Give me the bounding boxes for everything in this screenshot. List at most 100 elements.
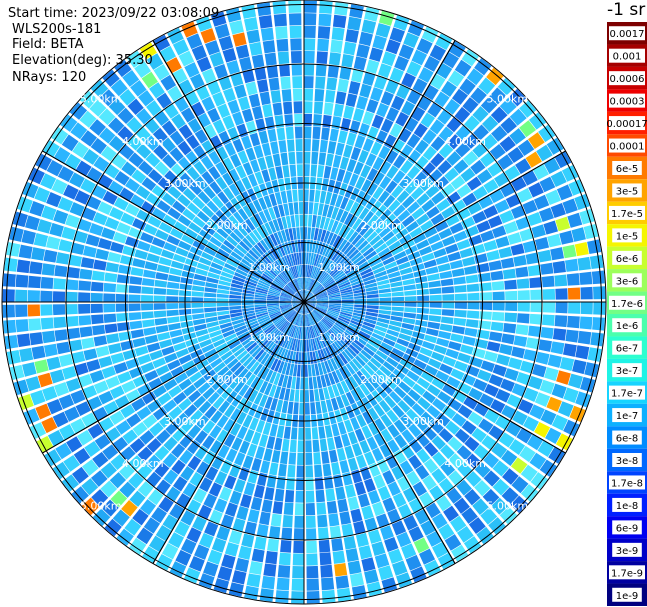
ppi-gate	[238, 467, 250, 481]
ppi-gate	[234, 84, 247, 99]
ppi-gate	[260, 367, 270, 380]
ppi-gate	[66, 266, 80, 279]
ppi-gate	[202, 435, 215, 450]
range-ring-label: 4.00km	[444, 457, 486, 470]
ppi-gate	[175, 348, 190, 359]
ppi-gate	[108, 135, 125, 152]
ppi-gate	[281, 400, 289, 414]
ppi-gate	[143, 223, 158, 236]
ppi-gate	[52, 291, 66, 302]
ppi-gate	[372, 266, 386, 275]
ppi-gate	[420, 220, 434, 232]
ppi-gate	[314, 388, 320, 402]
ppi-gate	[51, 178, 68, 195]
ppi-gate	[551, 414, 568, 431]
ppi-gate	[252, 229, 263, 241]
ppi-gate	[256, 241, 267, 254]
ppi-gate	[34, 359, 49, 374]
ppi-gate	[262, 339, 273, 351]
ppi-gate	[30, 390, 46, 406]
ppi-gate	[550, 203, 566, 218]
ppi-gate	[279, 273, 288, 284]
ppi-gate	[365, 286, 378, 292]
ppi-gate	[383, 134, 397, 149]
ppi-gate	[328, 330, 338, 341]
ppi-gate	[253, 263, 265, 273]
ppi-gate	[247, 509, 260, 523]
ppi-gate	[492, 302, 505, 311]
ppi-gate	[93, 259, 107, 271]
ppi-gate	[215, 342, 228, 353]
ppi-gate	[547, 233, 562, 248]
ppi-gate	[341, 333, 353, 344]
ppi-gate	[263, 195, 272, 209]
ppi-gate	[464, 225, 480, 238]
ppi-gate	[252, 199, 263, 213]
ppi-gate	[538, 339, 552, 352]
ppi-gate	[305, 303, 314, 310]
ppi-gate	[348, 375, 359, 389]
ppi-gate	[191, 308, 204, 314]
ppi-gate	[301, 277, 304, 290]
ppi-gate	[510, 205, 526, 219]
ppi-gate	[268, 290, 280, 296]
ppi-gate	[355, 221, 367, 234]
ppi-gate	[391, 306, 404, 312]
range-ring-label: 4.00km	[444, 135, 486, 148]
ppi-gate	[297, 440, 304, 453]
ppi-gate	[315, 76, 326, 90]
ppi-gate	[315, 290, 327, 297]
ppi-gate	[235, 328, 248, 337]
ppi-gate	[358, 149, 369, 164]
ppi-gate	[288, 13, 302, 26]
ppi-gate	[331, 27, 345, 41]
ppi-gate	[256, 312, 269, 318]
ppi-gate	[179, 449, 194, 465]
ppi-gate	[327, 64, 340, 78]
ppi-gate	[411, 207, 425, 220]
ppi-gate	[362, 275, 376, 282]
ppi-gate	[515, 266, 529, 278]
ppi-gate	[418, 245, 433, 256]
ppi-gate	[370, 357, 382, 369]
ppi-gate	[464, 327, 478, 337]
ppi-gate	[416, 353, 430, 364]
ppi-gate	[287, 311, 297, 322]
ppi-gate	[228, 340, 241, 350]
ppi-gate	[130, 194, 145, 208]
ppi-gate	[305, 452, 313, 465]
ppi-gate	[411, 49, 428, 66]
ppi-gate	[323, 333, 332, 345]
ppi-gate	[274, 260, 284, 272]
ppi-gate	[311, 253, 317, 266]
ppi-gate	[228, 168, 241, 183]
ppi-gate	[82, 459, 99, 476]
ppi-gate	[368, 489, 381, 505]
ppi-gate	[292, 302, 303, 306]
ppi-gate	[296, 364, 301, 377]
ppi-gate	[171, 443, 186, 458]
ppi-gate	[210, 262, 224, 271]
ppi-gate	[490, 321, 504, 332]
ppi-gate	[324, 360, 331, 374]
ppi-gate	[277, 333, 286, 346]
ppi-gate	[203, 246, 217, 257]
ppi-gate	[42, 386, 58, 401]
ppi-gate	[384, 536, 399, 552]
ppi-gate	[516, 278, 530, 289]
ppi-gate	[338, 367, 348, 380]
ppi-gate	[451, 544, 469, 562]
ppi-gate	[413, 537, 430, 554]
ppi-gate	[335, 575, 350, 589]
ppi-gate	[304, 303, 309, 314]
ppi-gate	[44, 449, 62, 467]
ppi-gate	[362, 246, 375, 258]
ppi-gate	[170, 365, 185, 378]
ppi-gate	[265, 326, 276, 336]
ppi-gate	[340, 241, 351, 253]
ppi-gate	[420, 371, 435, 383]
ppi-gate	[305, 293, 313, 301]
colorbar-label-bg	[609, 295, 645, 310]
colorbar-tick-label: 1.7e-6	[611, 299, 643, 310]
ppi-gate	[78, 292, 91, 302]
